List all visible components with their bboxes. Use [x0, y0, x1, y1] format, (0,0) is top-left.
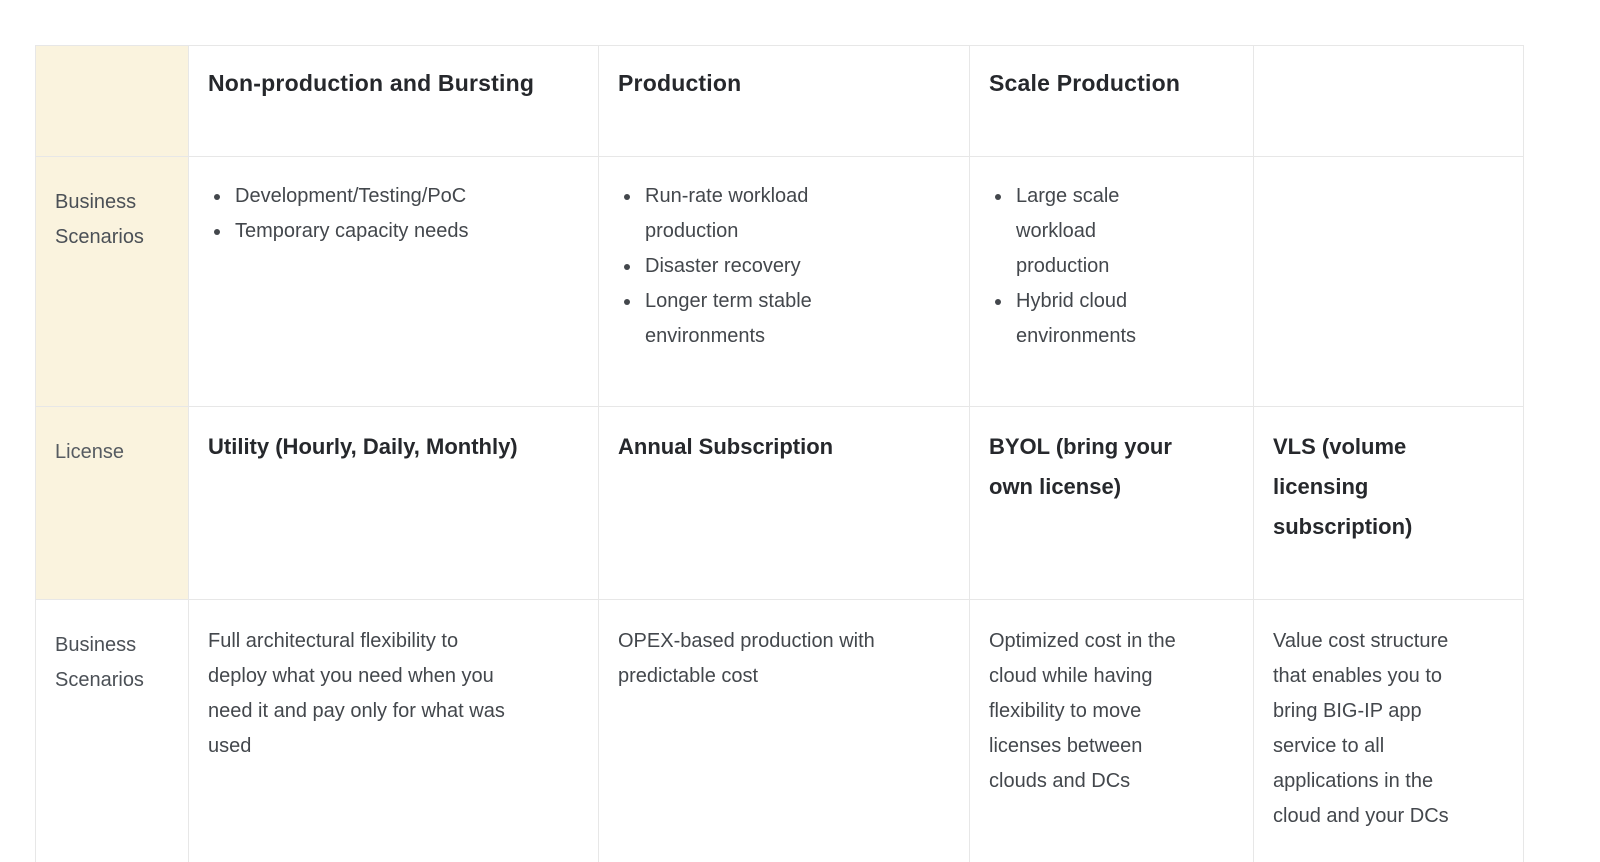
row-label-license: License — [35, 406, 189, 600]
bullet-list: Run-rate workload production Disaster re… — [600, 158, 969, 355]
bullet-item: Longer term stable environments — [642, 284, 957, 354]
cell-production-scenarios: Run-rate workload production Disaster re… — [598, 156, 970, 407]
column-header-production: Production — [598, 45, 970, 157]
licensing-table-wrap: Non-production and Bursting Production S… — [35, 45, 1524, 862]
row-label-business-scenarios-2: Business Scenarios — [35, 599, 189, 862]
column-header-empty — [1253, 45, 1524, 157]
cell-license-utility: Utility (Hourly, Daily, Monthly) — [188, 406, 599, 600]
cell-desc-annual-subscription: OPEX-based production with predictable c… — [598, 599, 970, 862]
cell-desc-vls: Value cost structure that enables you to… — [1253, 599, 1524, 862]
cell-license-annual-subscription: Annual Subscription — [598, 406, 970, 600]
column-header-non-production: Non-production and Bursting — [188, 45, 599, 157]
cell-license-byol: BYOL (bring your own license) — [969, 406, 1254, 600]
bullet-item: Run-rate workload production — [642, 179, 957, 249]
bullet-item: Hybrid cloud environments — [1013, 284, 1241, 354]
license-row: License Utility (Hourly, Daily, Monthly)… — [35, 406, 1524, 600]
bullet-item: Disaster recovery — [642, 249, 957, 284]
cell-desc-byol: Optimized cost in the cloud while having… — [969, 599, 1254, 862]
row-label-business-scenarios: Business Scenarios — [35, 156, 189, 407]
bullet-item: Large scale workload production — [1013, 179, 1241, 284]
header-corner-cell — [35, 45, 189, 157]
cell-empty — [1253, 156, 1524, 407]
cell-license-vls: VLS (volume licensing subscription) — [1253, 406, 1524, 600]
cell-scale-production-scenarios: Large scale workload production Hybrid c… — [969, 156, 1254, 407]
cell-desc-utility: Full architectural flexibility to deploy… — [188, 599, 599, 862]
bullet-list: Development/Testing/PoC Temporary capaci… — [190, 158, 598, 250]
bullet-list: Large scale workload production Hybrid c… — [971, 158, 1253, 355]
header-row: Non-production and Bursting Production S… — [35, 45, 1524, 157]
column-header-scale-production: Scale Production — [969, 45, 1254, 157]
licensing-comparison-table: Non-production and Bursting Production S… — [35, 45, 1524, 862]
cell-nonprod-scenarios: Development/Testing/PoC Temporary capaci… — [188, 156, 599, 407]
business-scenarios-description-row: Business Scenarios Full architectural fl… — [35, 599, 1524, 862]
business-scenarios-row: Business Scenarios Development/Testing/P… — [35, 156, 1524, 407]
bullet-item: Temporary capacity needs — [232, 214, 586, 249]
bullet-item: Development/Testing/PoC — [232, 179, 586, 214]
